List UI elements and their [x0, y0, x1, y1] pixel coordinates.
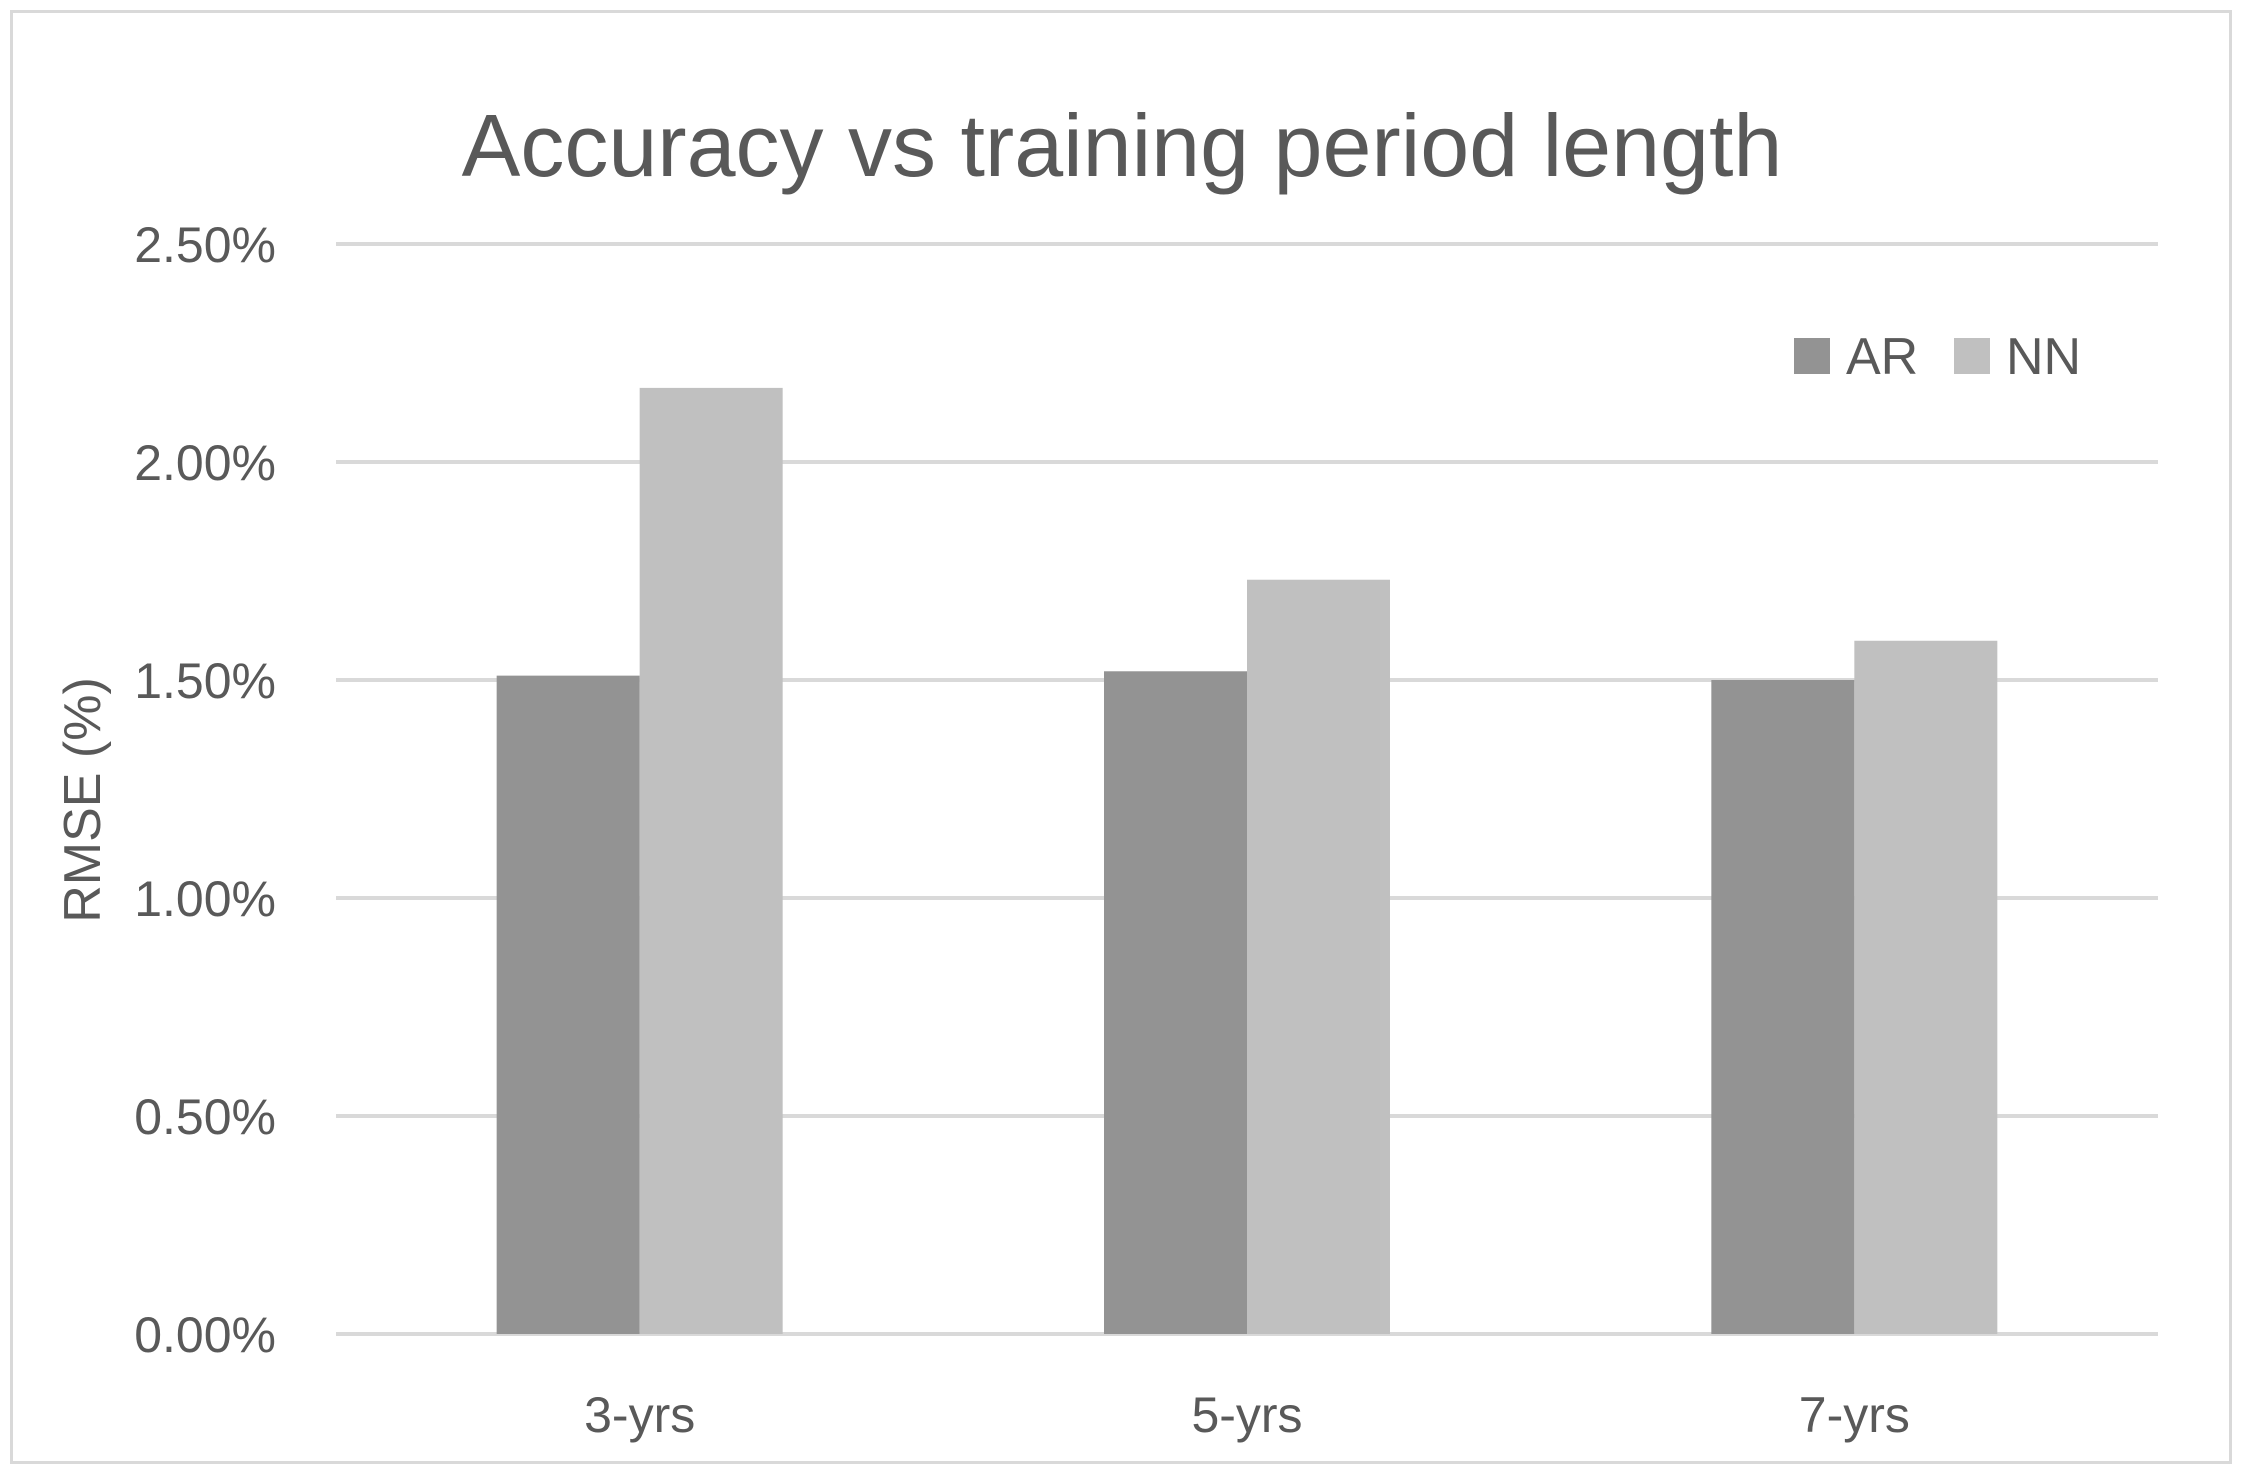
legend: AR NN [1794, 328, 2081, 386]
y-tick-label: 0.00% [134, 1307, 276, 1363]
bar-nn-5-yrs [1247, 579, 1390, 1334]
x-tick-label: 5-yrs [1191, 1387, 1302, 1443]
y-tick-label: 0.50% [134, 1089, 276, 1145]
legend-label-nn: NN [2006, 328, 2081, 386]
y-tick-label: 1.50% [134, 653, 276, 709]
y-tick-label: 1.00% [134, 871, 276, 927]
legend-swatch-nn [1954, 338, 1990, 374]
bar-nn-3-yrs [639, 387, 783, 1334]
bar-nn-7-yrs [1854, 640, 1998, 1334]
y-tick-label: 2.00% [134, 435, 276, 491]
bars [496, 387, 1998, 1334]
legend-swatch-ar [1794, 338, 1830, 374]
x-axis-ticks: 3-yrs 5-yrs 7-yrs [584, 1387, 1910, 1443]
x-tick-label: 3-yrs [584, 1387, 695, 1443]
y-axis-title: RMSE (%) [54, 677, 112, 923]
legend-label-ar: AR [1846, 328, 1918, 386]
x-tick-label: 7-yrs [1799, 1387, 1910, 1443]
chart-title: Accuracy vs training period length [462, 96, 1783, 195]
y-tick-label: 2.50% [134, 217, 276, 273]
bar-ar-3-yrs [496, 675, 640, 1334]
bar-ar-5-yrs [1104, 671, 1247, 1334]
bar-ar-7-yrs [1711, 680, 1855, 1334]
y-axis-ticks: 0.00% 0.50% 1.00% 1.50% 2.00% 2.50% [134, 217, 276, 1363]
